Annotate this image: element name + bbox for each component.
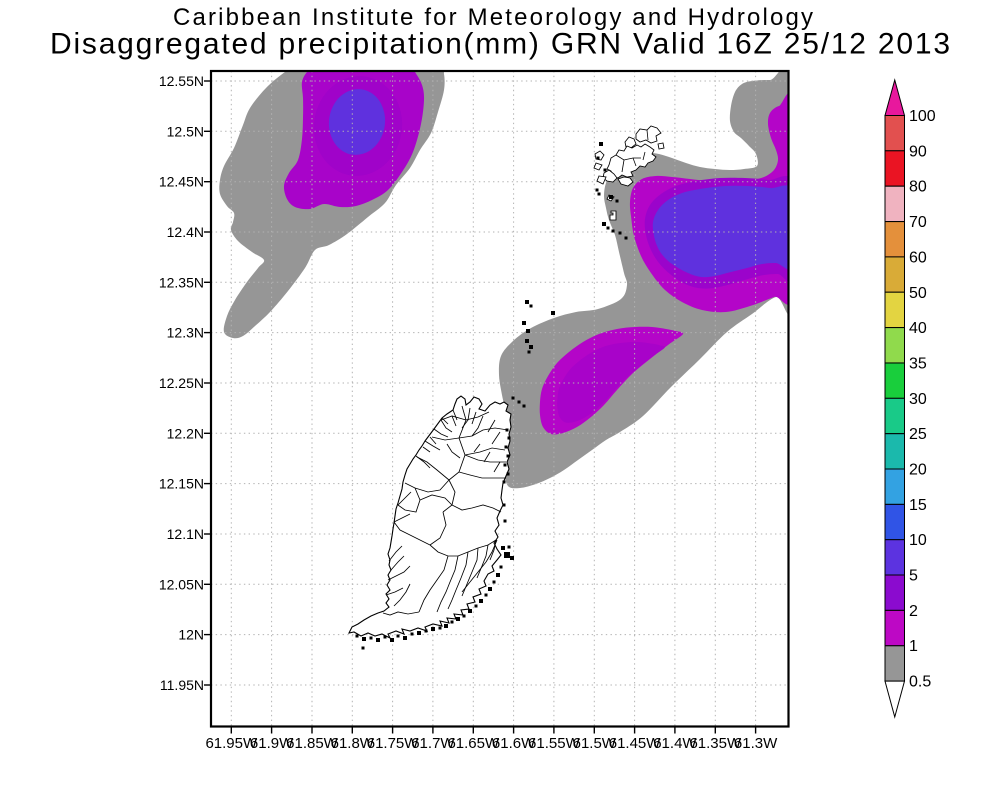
svg-text:12.05N: 12.05N (159, 576, 204, 592)
svg-text:1: 1 (909, 638, 918, 655)
svg-text:100: 100 (909, 108, 936, 125)
svg-text:61.95W: 61.95W (205, 735, 258, 752)
svg-text:61.9W: 61.9W (250, 735, 294, 752)
svg-text:61.75W: 61.75W (367, 735, 420, 752)
svg-text:2: 2 (909, 603, 918, 620)
svg-text:80: 80 (909, 179, 927, 196)
svg-text:61.5W: 61.5W (573, 735, 617, 752)
svg-text:70: 70 (909, 214, 927, 231)
svg-text:15: 15 (909, 497, 927, 514)
svg-text:61.4W: 61.4W (653, 735, 697, 752)
svg-text:60: 60 (909, 249, 927, 266)
svg-text:12.55N: 12.55N (159, 73, 204, 89)
svg-text:12.3N: 12.3N (167, 325, 204, 341)
svg-text:5: 5 (909, 568, 918, 585)
svg-text:12.1N: 12.1N (167, 526, 204, 542)
svg-text:61.3W: 61.3W (734, 735, 778, 752)
svg-text:12.4N: 12.4N (167, 224, 204, 240)
svg-text:12.45N: 12.45N (159, 174, 204, 190)
svg-text:0.5: 0.5 (909, 674, 931, 691)
svg-text:50: 50 (909, 285, 927, 302)
svg-text:12.15N: 12.15N (159, 476, 204, 492)
svg-text:20: 20 (909, 462, 927, 479)
svg-text:Disaggregated precipitation(mm: Disaggregated precipitation(mm) GRN Vali… (50, 28, 950, 61)
svg-text:11.95N: 11.95N (160, 677, 204, 693)
svg-text:61.7W: 61.7W (411, 735, 455, 752)
svg-text:40: 40 (909, 320, 927, 337)
svg-text:12.25N: 12.25N (159, 375, 204, 391)
svg-text:12N: 12N (178, 627, 204, 643)
svg-text:90: 90 (909, 143, 927, 160)
svg-text:30: 30 (909, 391, 927, 408)
svg-text:12.5N: 12.5N (167, 123, 204, 139)
svg-text:61.35W: 61.35W (689, 735, 742, 752)
svg-text:12.2N: 12.2N (167, 425, 204, 441)
svg-text:Caribbean Institute for Meteor: Caribbean Institute for Meteorology and … (173, 4, 813, 31)
svg-text:61.55W: 61.55W (528, 735, 581, 752)
svg-text:61.6W: 61.6W (492, 735, 536, 752)
svg-text:35: 35 (909, 356, 927, 373)
svg-text:10: 10 (909, 532, 927, 549)
svg-text:61.85W: 61.85W (286, 735, 339, 752)
svg-text:61.8W: 61.8W (331, 735, 375, 752)
svg-text:25: 25 (909, 426, 927, 443)
svg-text:61.65W: 61.65W (447, 735, 500, 752)
svg-text:61.45W: 61.45W (609, 735, 662, 752)
svg-text:12.35N: 12.35N (159, 274, 204, 290)
